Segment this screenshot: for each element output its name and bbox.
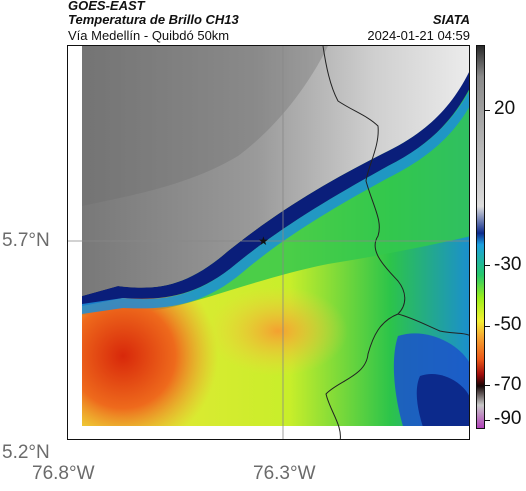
product-title: Temperatura de Brillo CH13: [68, 12, 239, 27]
brightness-temperature-image: ★: [68, 46, 469, 439]
cloud-dark-area: [82, 46, 328, 206]
department-border: [322, 46, 406, 439]
colorbar-label: -90: [494, 408, 522, 429]
longitude-label: 76.3°W: [253, 463, 316, 484]
colorbar-label: -30: [494, 254, 522, 275]
colorbar-tick: [485, 110, 490, 111]
colorbar-label: -50: [494, 314, 522, 335]
colorbar-label: -70: [494, 374, 522, 395]
colorbar-label: 20: [494, 98, 516, 119]
satellite-map: ★: [67, 45, 470, 440]
colorbar: [476, 45, 485, 429]
timestamp-label: 2024-01-21 04:59: [367, 28, 470, 43]
colorbar-tick: [485, 385, 490, 386]
cloud-shield: [82, 46, 469, 296]
org-label: SIATA: [432, 12, 470, 27]
very-cold-cloud: [416, 374, 469, 439]
nodata-strip-bottom: [82, 426, 469, 439]
latitude-label: 5.2°N: [2, 442, 50, 463]
nodata-strip-left: [68, 46, 82, 439]
satellite-title: GOES-EAST: [68, 0, 145, 13]
orange-area: [208, 286, 348, 376]
star-marker-icon: ★: [258, 234, 269, 248]
colorbar-tick: [485, 265, 490, 266]
colorbar-tick: [485, 326, 490, 327]
colorbar-tick: [485, 420, 490, 421]
latitude-label: 5.7°N: [2, 230, 50, 251]
route-subtitle: Vía Medellín - Quibdó 50km: [68, 28, 230, 43]
longitude-label: 76.8°W: [32, 463, 95, 484]
department-border-east: [397, 313, 469, 336]
green-band: [68, 77, 469, 316]
